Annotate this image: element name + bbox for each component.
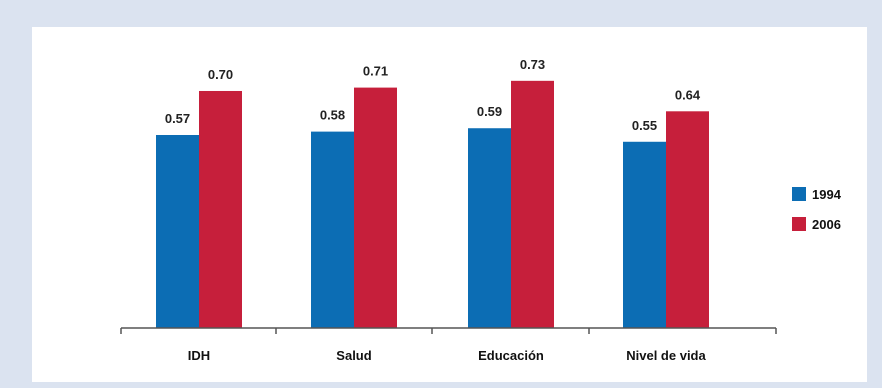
x-tick-label-nivel-de-vida: Nivel de vida: [626, 348, 706, 363]
x-tick-label-educaci-n: Educación: [478, 348, 544, 363]
value-label-2006-nivel-de-vida: 0.64: [675, 87, 701, 102]
bar-1994-educaci-n: [468, 128, 511, 328]
legend-label-2006: 2006: [812, 217, 841, 232]
value-label-2006-idh: 0.70: [208, 67, 233, 82]
value-label-2006-salud: 0.71: [363, 64, 388, 79]
bar-2006-idh: [199, 90, 242, 328]
value-label-2006-educaci-n: 0.73: [520, 57, 545, 72]
bar-1994-nivel-de-vida: [623, 141, 666, 328]
legend-swatch-1994: [792, 187, 806, 201]
bar-2006-salud: [354, 87, 397, 328]
value-label-1994-nivel-de-vida: 0.55: [632, 118, 657, 133]
x-axis: IDH Salud Educación Nivel de vida: [120, 327, 777, 363]
x-tick-label-idh: IDH: [188, 348, 210, 363]
bar-2006-educaci-n: [511, 80, 554, 329]
value-labels-layer: 0.57 0.70 0.58 0.71 0.59 0.73 0.55 0.64: [165, 57, 701, 133]
legend-swatch-2006: [792, 217, 806, 231]
legend: 1994 2006: [792, 187, 842, 232]
value-label-1994-idh: 0.57: [165, 111, 190, 126]
bar-2006-nivel-de-vida: [666, 111, 709, 328]
bar-1994-idh: [156, 135, 199, 328]
value-label-1994-salud: 0.58: [320, 108, 345, 123]
x-tick-label-salud: Salud: [336, 348, 371, 363]
bars-layer: [156, 80, 709, 329]
value-label-1994-educaci-n: 0.59: [477, 104, 502, 119]
legend-label-1994: 1994: [812, 187, 842, 202]
bar-1994-salud: [311, 131, 354, 328]
